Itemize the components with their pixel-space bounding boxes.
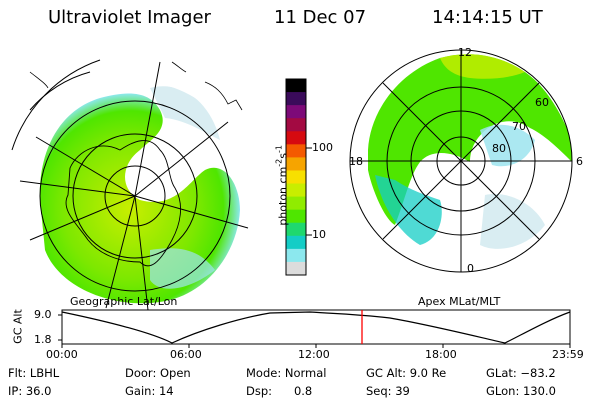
apex-map — [349, 49, 573, 273]
info-door: Door: Open — [125, 366, 191, 380]
info-gc-alt: GC Alt: 9.0 Re — [366, 366, 447, 380]
timeline-tick-3: 18:00 — [425, 348, 457, 361]
colorbar — [286, 79, 306, 276]
colorbar-segment — [286, 196, 306, 211]
colorbar-segment — [286, 144, 306, 158]
unit-mid: s — [276, 152, 290, 159]
timeline-tick-4: 23:59 — [552, 348, 584, 361]
colorbar-tick-10: 10 — [312, 228, 326, 241]
colorbar-segment — [286, 92, 306, 106]
info-filter: Flt: LBHL — [8, 366, 60, 380]
info-gain: Gain: 14 — [125, 384, 174, 398]
colorbar-segment — [286, 79, 306, 93]
info-glat: GLat: −83.2 — [486, 366, 556, 380]
colorbar-segment — [286, 105, 306, 119]
mlat-label-70: 70 — [512, 120, 526, 133]
colorbar-segment — [286, 157, 306, 171]
colorbar-tick-100: 100 — [312, 141, 333, 154]
mlat-label-60: 60 — [535, 96, 549, 109]
auroral-emission-left — [39, 93, 241, 304]
colorbar-segment — [286, 248, 306, 263]
timeline-y-top: 9.0 — [34, 308, 52, 321]
altitude-curve — [61, 311, 571, 344]
unit-exp1: -2 — [274, 158, 284, 167]
timeline-tick-2: 12:00 — [298, 348, 330, 361]
colorbar-segment — [286, 183, 306, 198]
mlt-label-0: 0 — [467, 262, 474, 275]
colorbar-segment — [286, 131, 306, 145]
colorbar-segment — [286, 222, 306, 237]
colorbar-segment — [286, 235, 306, 250]
instrument-title: Ultraviolet Imager — [48, 7, 211, 28]
timeline-tick-0: 00:00 — [46, 348, 78, 361]
image-time: 14:14:15 UT — [432, 7, 543, 28]
left-panel-caption: Geographic Lat/Lon — [70, 295, 178, 308]
timeline-y-bottom: 1.8 — [34, 333, 52, 346]
timeline-y-label: GC Alt — [11, 309, 25, 344]
mlt-label-12: 12 — [458, 46, 472, 59]
info-mode: Mode: Normal — [246, 366, 327, 380]
colorbar-segment — [286, 170, 306, 185]
unit-exp2: -1 — [274, 145, 284, 153]
colorbar-unit-label: photon cm-2s-1 — [275, 115, 290, 255]
timeline-tick-1: 06:00 — [170, 348, 202, 361]
info-seq: Seq: 39 — [366, 384, 410, 398]
right-panel-caption: Apex MLat/MLT — [418, 295, 501, 308]
colorbar-segment — [286, 209, 306, 224]
info-dsp: Dsp: 0.8 — [246, 384, 313, 398]
image-date: 11 Dec 07 — [274, 7, 367, 28]
info-glon: GLon: 130.0 — [486, 384, 556, 398]
mlat-label-80: 80 — [492, 142, 506, 155]
altitude-timeline — [58, 309, 571, 348]
unit-base: photon cm — [276, 166, 290, 226]
mlt-label-18: 18 — [349, 155, 363, 168]
geographic-map — [11, 59, 250, 311]
colorbar-segment — [286, 261, 306, 276]
colorbar-segment — [286, 118, 306, 132]
antarctica-coastline — [65, 140, 182, 267]
info-ip: IP: 36.0 — [8, 384, 52, 398]
mlt-label-6: 6 — [576, 155, 583, 168]
